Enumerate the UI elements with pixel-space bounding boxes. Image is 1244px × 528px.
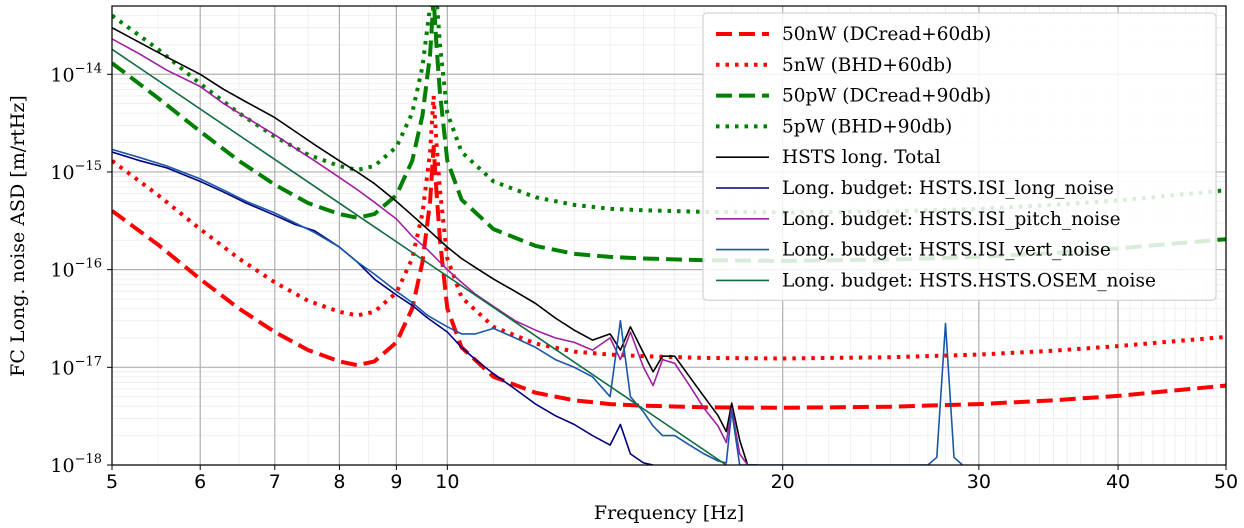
x-tick-label: 7 [269,471,281,493]
legend-label: Long. budget: HSTS.HSTS.OSEM_noise [782,270,1156,291]
series-line [112,6,1226,263]
series-line [112,48,727,465]
legend-label: Long. budget: HSTS.ISI_vert_noise [782,240,1111,261]
legend: 50nW (DCread+60db) 5nW (BHD+60db) 50pW (DC… [702,12,1217,301]
x-tick-label: 8 [333,471,345,493]
series-layer [112,6,1226,465]
x-tick-label: 30 [967,471,991,493]
series-line [112,38,749,465]
series-line [112,6,1226,215]
legend-label: HSTS long. Total [782,147,941,168]
x-axis-label: Frequency [Hz] [594,502,744,524]
series-line [112,26,758,465]
x-ticks: 5 6 7 8 9 10 20 30 40 50 [106,465,1238,493]
series-line [112,148,964,465]
legend-box [702,12,1217,301]
legend-label: 5pW (BHD+90db) [782,116,952,137]
legend-label: 5nW (BHD+60db) [782,55,952,76]
x-tick-label: 20 [771,471,795,493]
series-line [112,151,654,465]
x-tick-label: 50 [1214,471,1238,493]
x-tick-label: 10 [435,471,459,493]
x-tick-label: 5 [106,471,118,493]
legend-label: Long. budget: HSTS.ISI_long_noise [782,178,1114,199]
grid [111,5,1227,466]
y-tick-label: 10−14 [50,61,102,86]
legend-label: 50pW (DCread+90db) [782,86,991,107]
series-line [112,93,1226,361]
x-tick-label: 9 [390,471,402,493]
legend-label: Long. budget: HSTS.ISI_pitch_noise [782,209,1121,230]
y-tick-label: 10−18 [50,452,102,477]
y-axis-label: FC Long. noise ASD [m/rtHz] [7,95,29,377]
y-ticks: 10−18 10−17 10−16 10−15 10−14 [50,61,112,477]
y-tick-label: 10−16 [50,257,102,282]
legend-label: 50nW (DCread+60db) [782,24,991,45]
y-tick-label: 10−15 [50,159,102,184]
x-tick-label: 40 [1106,471,1130,493]
x-tick-label: 6 [194,471,206,493]
plot-frame [111,5,1227,466]
y-tick-label: 10−17 [50,354,102,379]
